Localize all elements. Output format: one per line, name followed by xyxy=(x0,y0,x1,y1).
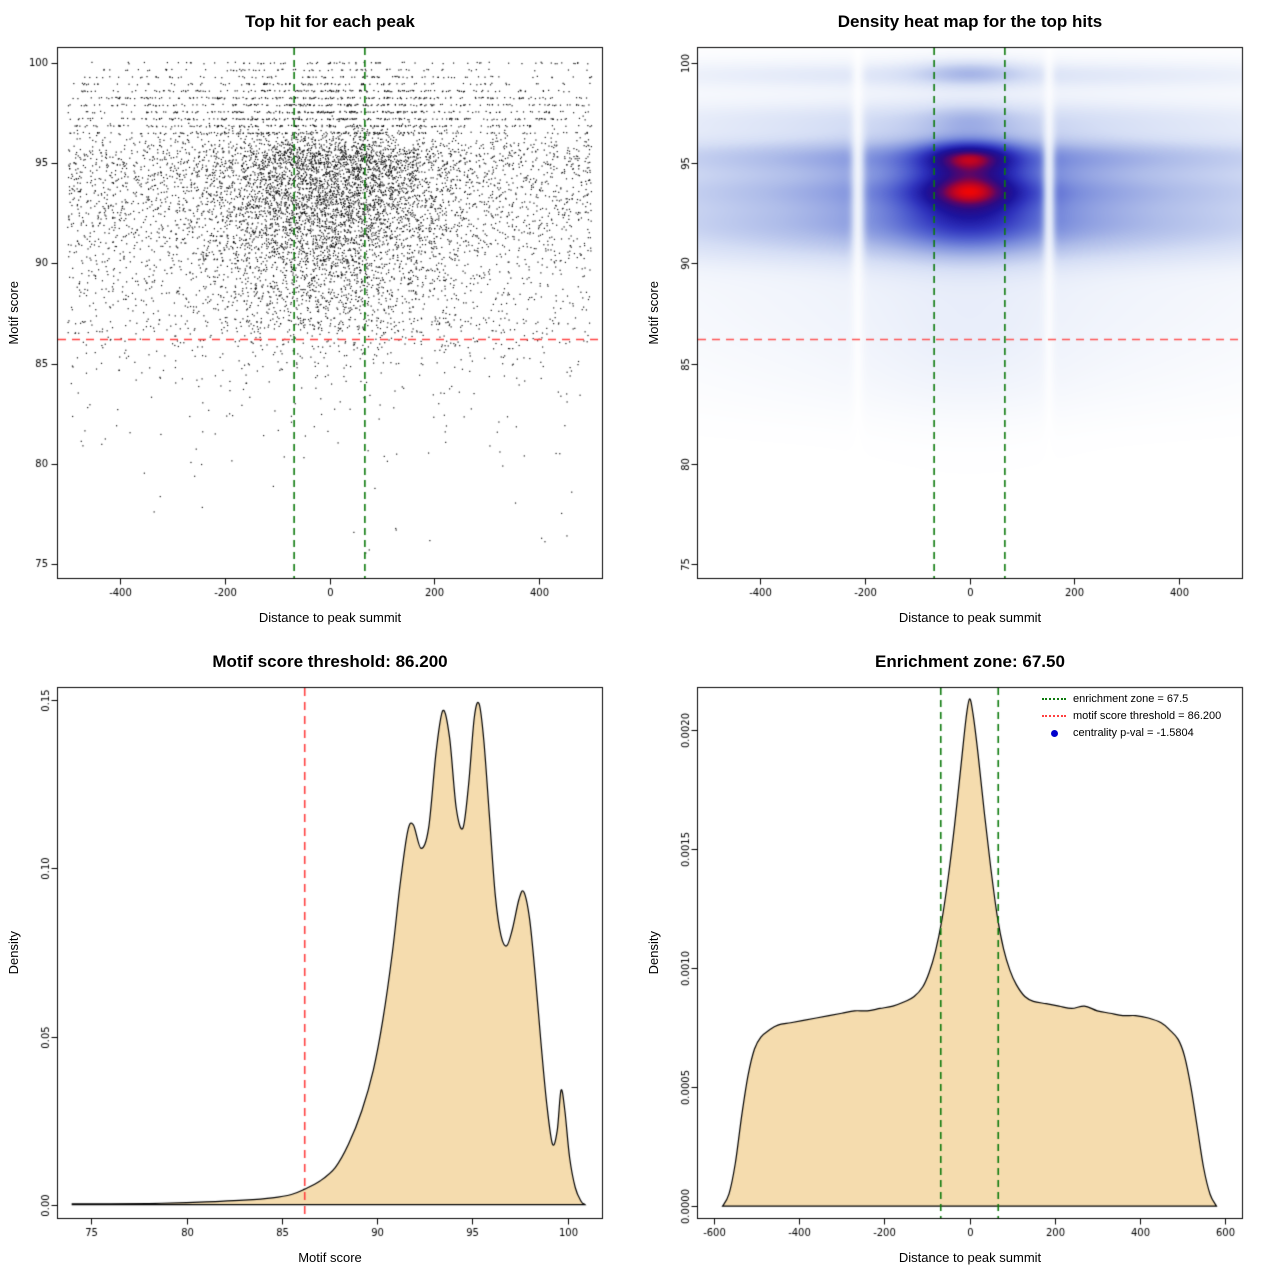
y-axis-label: Motif score xyxy=(645,280,661,345)
centrality-pval-dot-swatch xyxy=(1042,729,1066,737)
heatmap-plot-canvas xyxy=(640,0,1280,640)
chart-title: Enrichment zone: 67.50 xyxy=(875,652,1065,671)
legend-item-score-threshold: motif score threshold = 86.200 xyxy=(1042,709,1221,723)
chart-title: Density heat map for the top hits xyxy=(837,12,1103,31)
y-axis-label: Density xyxy=(5,930,21,975)
enrichment-zone-line-swatch xyxy=(1042,698,1066,700)
scatter-plot-canvas xyxy=(0,0,640,640)
legend-item-enrichment-zone: enrichment zone = 67.5 xyxy=(1042,692,1221,706)
y-axis-label: Density xyxy=(645,930,661,975)
y-axis-label-wrap: Motif score xyxy=(640,47,666,578)
panel-density-heatmap: Density heat map for the top hits Distan… xyxy=(640,0,1280,640)
x-axis-label: Distance to peak summit xyxy=(258,610,402,625)
score-density-plot-canvas xyxy=(0,640,640,1280)
legend-item-centrality-pval: centrality p-val = -1.5804 xyxy=(1042,726,1221,740)
legend: enrichment zone = 67.5 motif score thres… xyxy=(1042,692,1221,740)
panel-motif-score-density: Motif score threshold: 86.200 Motif scor… xyxy=(0,640,640,1280)
x-axis-label: Motif score xyxy=(298,1250,362,1265)
y-axis-label-wrap: Motif score xyxy=(0,47,26,578)
score-threshold-line-swatch xyxy=(1042,715,1066,717)
panel-distance-density: Enrichment zone: 67.50 Distance to peak … xyxy=(640,640,1280,1280)
legend-label: motif score threshold = 86.200 xyxy=(1073,710,1222,722)
x-axis-label: Distance to peak summit xyxy=(898,610,1042,625)
chart-title: Top hit for each peak xyxy=(245,12,415,31)
blue-dot-marker xyxy=(1050,729,1058,737)
chart-title: Motif score threshold: 86.200 xyxy=(212,652,448,671)
distance-density-plot-canvas xyxy=(640,640,1280,1280)
legend-label: centrality p-val = -1.5804 xyxy=(1073,727,1194,739)
legend-label: enrichment zone = 67.5 xyxy=(1073,693,1189,705)
panel-scatter-top-hits: Top hit for each peak Distance to peak s… xyxy=(0,0,640,640)
y-axis-label-wrap: Density xyxy=(640,687,666,1218)
y-axis-label: Motif score xyxy=(5,280,21,345)
x-axis-label: Distance to peak summit xyxy=(898,1250,1042,1265)
y-axis-label-wrap: Density xyxy=(0,687,26,1218)
